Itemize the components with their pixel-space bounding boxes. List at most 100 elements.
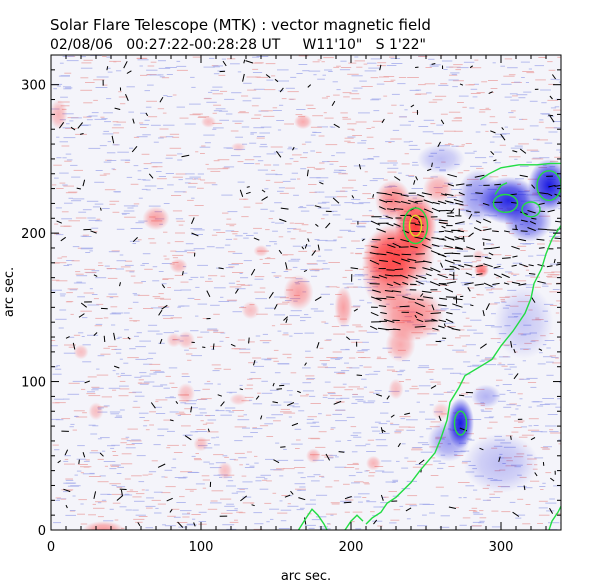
field-vector [401,258,410,263]
field-vector [78,313,85,318]
field-vector [370,311,379,317]
transverse-field-vectors-layer [56,59,561,528]
field-vector [538,247,545,249]
field-vector [79,133,84,135]
field-vector [113,332,116,341]
field-vector [191,217,195,224]
field-vector [482,238,491,241]
field-vector [475,220,482,224]
field-vector [279,218,287,223]
positive-polarity-region [306,448,321,464]
field-vector [447,173,458,178]
field-vector [423,199,434,204]
positive-polarity-region [378,288,444,342]
field-vector [519,148,527,154]
field-vector [317,244,320,251]
negative-polarity-region [493,285,554,360]
field-vector [114,107,121,110]
field-vector [159,96,164,103]
axis-labels: arc sec. arc sec. [2,267,331,584]
field-vector [423,208,434,214]
positive-polarity-region [472,249,485,262]
field-vector [385,193,393,196]
field-vector [239,189,244,197]
field-vector [493,273,503,279]
field-vector [191,232,199,237]
field-vector [265,74,271,79]
positive-polarity-region [241,301,260,320]
field-vector [245,191,251,195]
field-vector [503,282,510,285]
field-vector [303,269,308,273]
field-vector [459,83,464,86]
field-vector [65,336,70,339]
positive-polarity-region [283,274,314,311]
field-vector [181,154,190,158]
field-vector [424,320,433,322]
field-vector [500,133,506,141]
field-vector [479,447,484,451]
field-vector [537,228,547,230]
positive-polarity-region [229,393,248,406]
field-vector [331,100,336,106]
field-vector [444,245,453,249]
field-vector [554,193,561,198]
field-vector [431,243,440,247]
field-vector [511,264,517,267]
field-vector [538,202,545,206]
field-vector [438,415,442,422]
negative-polarity-region [471,384,501,409]
field-vector [166,497,173,502]
chart-title: Solar Flare Telescope (MTK) : vector mag… [50,16,431,34]
field-vector [60,236,66,242]
field-vector [468,232,474,238]
field-vector [529,220,537,225]
field-vector [399,305,410,308]
field-vector [445,209,453,212]
field-vector [504,230,510,233]
field-vector [82,179,86,187]
field-vector [453,259,461,262]
field-vector [490,130,496,134]
field-vector [402,281,409,285]
field-vector [407,258,417,262]
field-vector [383,319,395,323]
field-vector [272,382,275,387]
field-vector [314,205,322,208]
field-vector [353,308,358,312]
field-vector [307,238,310,242]
field-vector [554,237,561,240]
field-vector [57,460,61,464]
field-vector [145,112,149,117]
field-vector [275,150,282,158]
field-vector [463,236,465,243]
field-vector [400,274,409,279]
field-vector [515,224,517,230]
field-vector [386,269,395,271]
field-vector [381,429,386,433]
field-vector [427,168,432,172]
field-vector [415,200,423,203]
field-vector [422,296,434,299]
field-vector [447,237,455,240]
field-vector [280,446,286,448]
field-vector [519,263,528,268]
field-vector [455,247,464,250]
field-vector [437,304,447,307]
field-vector [492,230,499,233]
field-vector [158,309,163,316]
field-vector [169,419,174,422]
green-contour [548,505,561,530]
y-tick-label: 200 [21,227,46,242]
field-vector [546,229,557,231]
negative-polarity-region [457,169,500,223]
field-vector [474,255,481,258]
field-vector [447,215,455,218]
field-vector [549,507,554,514]
field-vector [413,180,416,185]
chart-subtitle: 02/08/06 00:27:22-00:28:28 UT W11'10" S … [50,37,426,53]
field-vector [169,509,173,513]
field-vector [483,228,492,231]
field-vector [414,301,425,308]
positive-polarity-region [166,332,182,348]
